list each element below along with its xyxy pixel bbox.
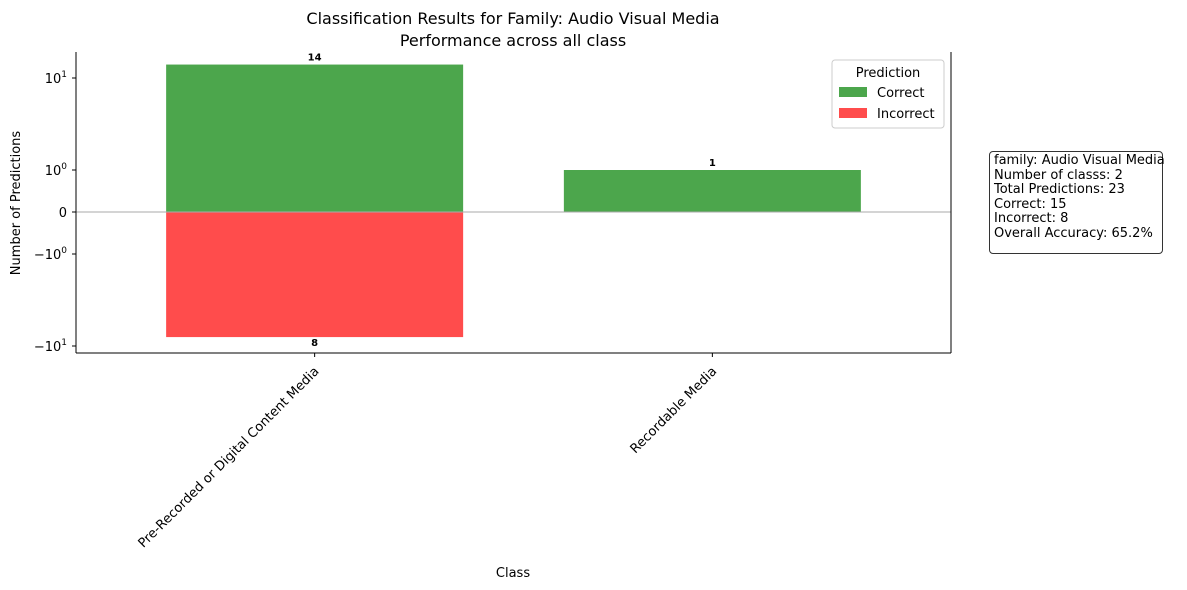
legend-label-incorrect: Incorrect — [877, 107, 935, 122]
legend-swatch-correct — [839, 87, 867, 97]
legend-title: Prediction — [856, 66, 921, 81]
bar-incorrect-0 — [166, 212, 464, 338]
x-tick-label-1: Recordable Media — [628, 364, 721, 457]
chart-title: Classification Results for Family: Audio… — [306, 9, 719, 28]
y-tick-label-3: −100 — [34, 246, 67, 263]
x-tick-label-0: Pre-Recorded or Digital Content Media — [136, 364, 323, 551]
y-ticks-group: 101 100 0 −100 −101 — [34, 70, 76, 355]
bar-labels-group: 14 1 8 — [308, 53, 716, 350]
stats-family: family: Audio Visual Media — [994, 153, 1165, 168]
stats-accuracy: Overall Accuracy: 65.2% — [994, 225, 1153, 241]
bar-value-label-correct-1: 1 — [709, 158, 716, 169]
y-tick-label-1: 100 — [45, 162, 68, 179]
x-ticks-group: Pre-Recorded or Digital Content Media Rec… — [136, 353, 721, 551]
y-tick-label-4: −101 — [34, 338, 67, 355]
y-tick-label-2: 0 — [59, 206, 67, 221]
stats-total: Total Predictions: 23 — [994, 182, 1125, 198]
chart-subtitle: Performance across all class — [400, 31, 626, 50]
bar-correct-0 — [166, 64, 464, 213]
legend-swatch-incorrect — [839, 108, 867, 118]
bars-group — [166, 64, 861, 338]
x-axis-label: Class — [496, 566, 530, 581]
stats-correct: Correct: 15 — [994, 196, 1067, 212]
summary-stats-box: family: Audio Visual Media Number of cla… — [989, 151, 1165, 254]
legend: Prediction Correct Incorrect — [831, 59, 945, 129]
bar-correct-1 — [563, 170, 861, 212]
bar-value-label-correct-0: 14 — [308, 53, 322, 64]
stats-incorrect: Incorrect: 8 — [994, 211, 1069, 227]
bar-value-label-incorrect-0: 8 — [311, 338, 318, 349]
stats-num-classes: Number of classs: 2 — [994, 167, 1123, 183]
y-axis-label: Number of Predictions — [9, 131, 24, 276]
y-tick-label-0: 101 — [45, 70, 67, 87]
legend-label-correct: Correct — [877, 86, 924, 101]
